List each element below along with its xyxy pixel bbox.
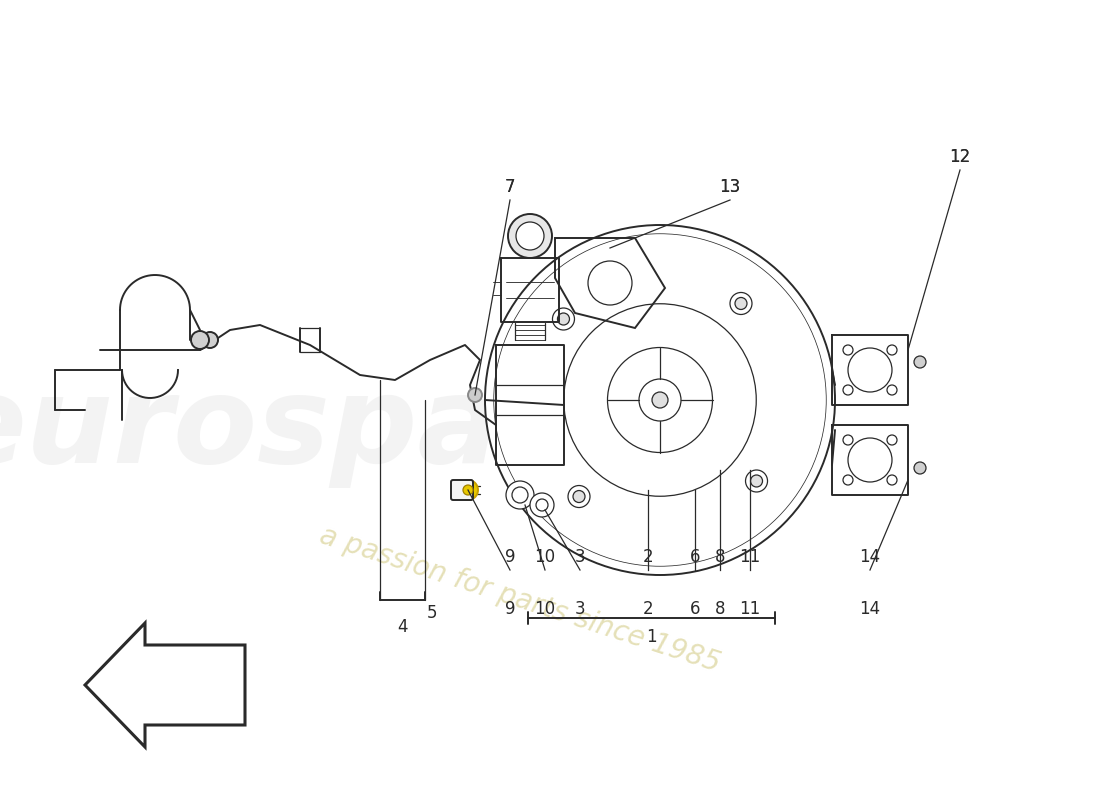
Text: 13: 13 <box>719 178 740 196</box>
Circle shape <box>563 304 757 496</box>
Text: 12: 12 <box>949 148 970 166</box>
Text: 5: 5 <box>427 604 438 622</box>
Text: 7: 7 <box>505 178 515 196</box>
Circle shape <box>730 293 752 314</box>
Circle shape <box>458 480 478 500</box>
Circle shape <box>536 499 548 511</box>
Text: 9: 9 <box>505 600 515 618</box>
Circle shape <box>639 379 681 421</box>
Circle shape <box>750 475 762 487</box>
Circle shape <box>468 388 482 402</box>
Text: 11: 11 <box>739 600 760 618</box>
Text: 1: 1 <box>646 628 657 646</box>
Circle shape <box>516 222 544 250</box>
Text: 13: 13 <box>719 178 740 196</box>
Circle shape <box>485 225 835 575</box>
Circle shape <box>843 475 852 485</box>
Circle shape <box>848 348 892 392</box>
Circle shape <box>607 347 713 453</box>
Circle shape <box>652 392 668 408</box>
Text: 10: 10 <box>535 548 556 566</box>
Circle shape <box>887 345 896 355</box>
Circle shape <box>494 234 826 566</box>
Text: 3: 3 <box>574 548 585 566</box>
Circle shape <box>914 356 926 368</box>
Text: 6: 6 <box>690 600 701 618</box>
Circle shape <box>843 435 852 445</box>
Circle shape <box>568 486 590 507</box>
Circle shape <box>463 485 473 495</box>
Text: 14: 14 <box>859 600 881 618</box>
Text: 10: 10 <box>535 600 556 618</box>
FancyBboxPatch shape <box>451 480 473 500</box>
Circle shape <box>202 332 218 348</box>
Text: 9: 9 <box>505 548 515 566</box>
Text: a passion for parts since 1985: a passion for parts since 1985 <box>316 522 724 678</box>
Circle shape <box>735 298 747 310</box>
Circle shape <box>573 490 585 502</box>
Circle shape <box>848 438 892 482</box>
Text: 3: 3 <box>574 600 585 618</box>
Text: 2: 2 <box>642 600 653 618</box>
Circle shape <box>558 313 570 325</box>
Circle shape <box>887 435 896 445</box>
Circle shape <box>552 308 574 330</box>
Text: 8: 8 <box>715 548 725 566</box>
Circle shape <box>914 462 926 474</box>
Circle shape <box>843 345 852 355</box>
Circle shape <box>512 487 528 503</box>
Circle shape <box>506 481 534 509</box>
Circle shape <box>843 385 852 395</box>
Text: 14: 14 <box>859 548 881 566</box>
Circle shape <box>887 385 896 395</box>
Circle shape <box>530 493 554 517</box>
Text: 8: 8 <box>715 600 725 618</box>
Circle shape <box>887 475 896 485</box>
Text: 12: 12 <box>949 148 970 166</box>
Text: 2: 2 <box>642 548 653 566</box>
Text: 6: 6 <box>690 548 701 566</box>
Text: 4: 4 <box>397 618 407 636</box>
Text: 7: 7 <box>505 178 515 196</box>
Text: eurospares: eurospares <box>0 371 716 489</box>
Circle shape <box>746 470 768 492</box>
Circle shape <box>508 214 552 258</box>
Text: 11: 11 <box>739 548 760 566</box>
Circle shape <box>191 331 209 349</box>
Polygon shape <box>85 623 245 747</box>
Circle shape <box>588 261 632 305</box>
